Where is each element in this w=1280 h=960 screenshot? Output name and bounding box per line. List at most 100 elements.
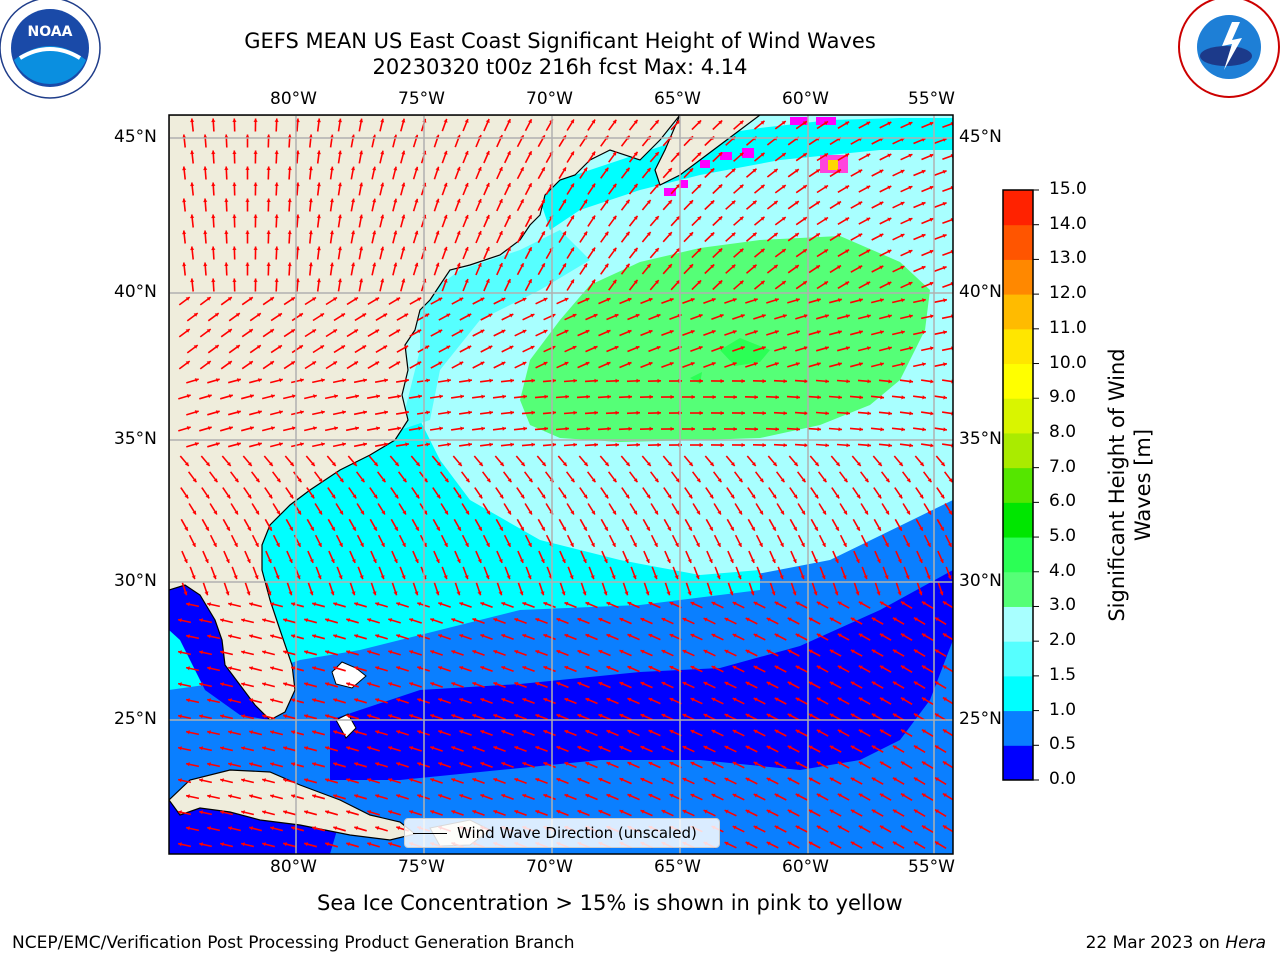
wave-direction-arrowhead — [824, 281, 828, 286]
wave-direction-arrowhead — [224, 198, 229, 202]
wave-direction-arrowhead — [331, 526, 335, 531]
wave-direction-arrowhead — [669, 633, 674, 638]
wave-direction-arrowhead — [527, 575, 532, 580]
wave-direction-arrowhead — [802, 153, 807, 157]
wave-direction-arrowhead — [354, 297, 358, 302]
wave-direction-arrowhead — [858, 729, 863, 734]
wave-direction-arrowhead — [822, 510, 826, 515]
wave-direction-arrowhead — [186, 634, 190, 639]
wave-direction-arrowhead — [772, 494, 777, 499]
wave-direction-arrowhead — [507, 542, 511, 547]
wave-direction-arrowhead — [760, 216, 765, 221]
wave-direction-arrowhead — [228, 730, 232, 735]
wave-direction-arrowhead — [207, 666, 211, 671]
wave-direction-arrowhead — [430, 650, 435, 654]
wave-direction-arrowhead — [661, 713, 666, 718]
wave-direction-arrowhead — [274, 214, 279, 218]
wave-direction-arrowhead — [325, 682, 330, 687]
wave-direction-arrowhead — [843, 510, 847, 515]
wave-direction-arrowhead — [711, 729, 716, 734]
wave-direction-arrowhead — [501, 361, 506, 366]
wave-direction-arrowhead — [354, 826, 359, 831]
wave-direction-arrowhead — [573, 378, 577, 383]
wave-direction-arrowhead — [388, 842, 393, 847]
wave-direction-arrowhead — [732, 601, 737, 606]
wave-direction-arrowhead — [606, 697, 611, 702]
wave-direction-arrowhead — [451, 714, 456, 718]
wave-direction-arrowhead — [499, 462, 504, 466]
wave-direction-arrowhead — [741, 379, 745, 384]
wave-direction-arrowhead — [396, 634, 401, 638]
wave-direction-arrowhead — [760, 280, 765, 285]
colorbar-segment — [1003, 675, 1033, 712]
wave-direction-arrowhead — [522, 730, 527, 734]
wave-direction-arrowhead — [738, 510, 742, 515]
wave-direction-arrowhead — [703, 713, 708, 718]
wave-direction-arrowhead — [732, 633, 737, 638]
wave-direction-arrowhead — [583, 462, 588, 466]
wave-direction-arrowhead — [346, 618, 351, 623]
wave-direction-arrowhead — [318, 510, 322, 515]
wave-direction-arrowhead — [856, 494, 861, 499]
wave-direction-arrowhead — [425, 345, 430, 350]
wave-direction-arrowhead — [921, 169, 926, 174]
wave-direction-arrowhead — [514, 618, 519, 622]
wave-direction-arrowhead — [795, 729, 800, 734]
wave-direction-arrowhead — [467, 313, 472, 318]
wave-direction-arrowhead — [318, 542, 322, 547]
wave-direction-arrowhead — [718, 152, 723, 157]
wave-direction-arrowhead — [837, 761, 842, 766]
wave-direction-arrowhead — [225, 591, 230, 596]
wave-direction-arrowhead — [808, 617, 813, 622]
lat-tick-right: 35°N — [959, 429, 1002, 449]
wave-direction-arrowhead — [439, 394, 443, 399]
wave-direction-arrowhead — [283, 778, 288, 783]
wave-direction-arrowhead — [699, 410, 703, 416]
wave-direction-arrowhead — [245, 134, 250, 138]
wave-direction-arrowhead — [646, 264, 651, 268]
wave-direction-arrowhead — [183, 591, 188, 596]
wave-direction-arrowhead — [192, 510, 196, 515]
wave-direction-arrowhead — [711, 330, 716, 334]
wave-direction-arrowhead — [942, 665, 947, 670]
wave-direction-arrowhead — [367, 778, 372, 783]
wave-direction-arrowhead — [913, 713, 918, 718]
wave-direction-arrowhead — [312, 730, 317, 735]
wave-direction-arrowhead — [837, 265, 841, 270]
wave-direction-arrowhead — [570, 279, 574, 284]
wave-direction-arrowhead — [270, 794, 274, 799]
wave-direction-arrowhead — [228, 666, 232, 671]
wave-direction-arrowhead — [376, 394, 380, 399]
wave-direction-arrowhead — [443, 278, 448, 283]
wave-direction-arrowhead — [808, 745, 813, 750]
wave-direction-arrowhead — [316, 118, 321, 123]
wave-direction-arrowhead — [900, 201, 905, 206]
wave-direction-arrowhead — [501, 602, 506, 606]
wave-direction-arrowhead — [850, 809, 855, 814]
wave-direction-arrowhead — [190, 182, 195, 187]
colorbar-segment — [1003, 606, 1033, 642]
wave-direction-arrowhead — [241, 714, 245, 719]
wave-direction-arrowhead — [867, 443, 871, 448]
wave-direction-arrowhead — [541, 494, 546, 499]
lon-tick-top: 60°W — [782, 89, 829, 109]
wave-direction-arrowhead — [668, 200, 672, 205]
wave-direction-arrowhead — [367, 810, 372, 815]
wave-direction-arrowhead — [276, 542, 280, 547]
colorbar-tick-label: 5.0 — [1049, 526, 1077, 547]
wave-direction-arrowhead — [897, 591, 902, 596]
wave-direction-arrowhead — [337, 246, 342, 251]
wave-direction-arrowhead — [184, 462, 189, 466]
wave-direction-arrowhead — [543, 730, 548, 734]
wave-direction-arrowhead — [562, 526, 566, 531]
wave-direction-arrowhead — [913, 617, 918, 622]
wave-direction-arrowhead — [824, 153, 828, 158]
wave-direction-arrowhead — [564, 761, 569, 766]
wave-direction-arrowhead — [787, 617, 792, 622]
wave-direction-arrowhead — [829, 649, 834, 654]
wave-direction-arrowhead — [367, 714, 372, 719]
wave-direction-arrowhead — [628, 394, 632, 399]
wave-direction-arrowhead — [676, 280, 680, 285]
wave-direction-arrowhead — [502, 426, 506, 431]
wave-direction-arrowhead — [845, 281, 850, 286]
